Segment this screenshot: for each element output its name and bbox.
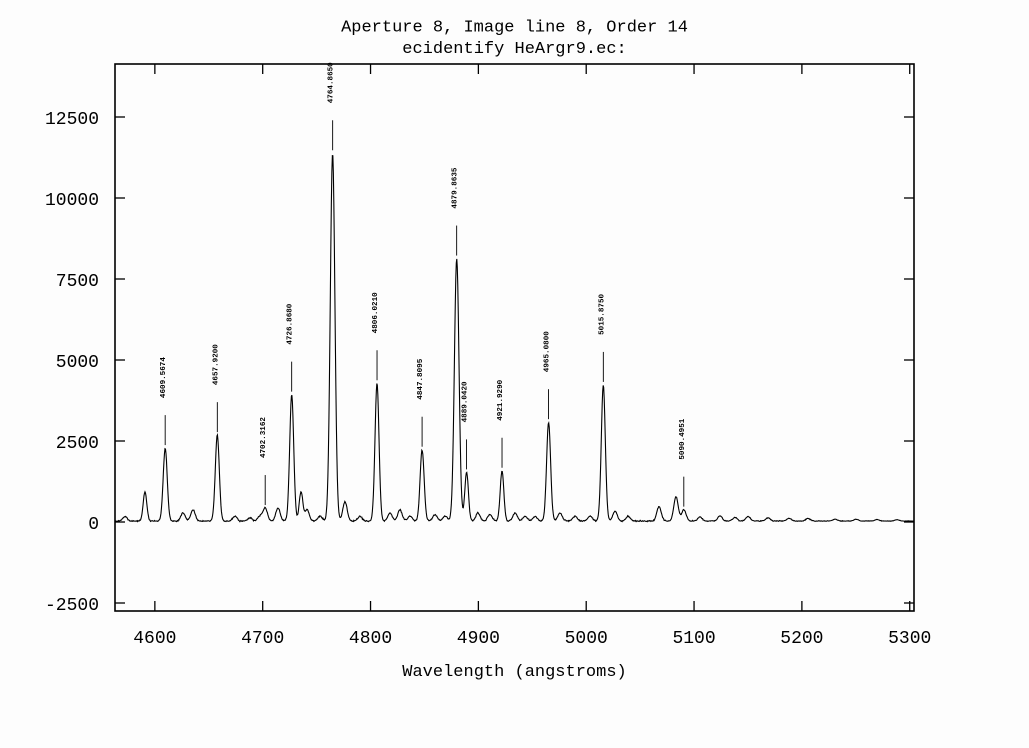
svg-text:5100: 5100 <box>672 629 715 649</box>
svg-text:2500: 2500 <box>56 434 99 454</box>
svg-text:12500: 12500 <box>45 110 99 130</box>
svg-text:4702.3162: 4702.3162 <box>260 417 268 458</box>
svg-text:4921.9290: 4921.9290 <box>497 379 505 420</box>
svg-text:4726.8680: 4726.8680 <box>287 303 295 344</box>
svg-text:4764.8650: 4764.8650 <box>328 62 336 103</box>
svg-text:ecidentify HeArgr9.ec:: ecidentify HeArgr9.ec: <box>402 40 626 59</box>
svg-text:4879.8635: 4879.8635 <box>452 167 460 208</box>
svg-text:10000: 10000 <box>45 191 99 211</box>
svg-text:5090.4951: 5090.4951 <box>679 418 687 459</box>
svg-text:5000: 5000 <box>565 629 608 649</box>
svg-text:4600: 4600 <box>133 629 176 649</box>
svg-text:4609.5674: 4609.5674 <box>160 357 168 398</box>
svg-text:4806.0210: 4806.0210 <box>372 292 380 333</box>
svg-text:Aperture 8, Image line 8, Orde: Aperture 8, Image line 8, Order 14 <box>341 19 688 38</box>
svg-text:4847.8095: 4847.8095 <box>417 358 425 399</box>
svg-text:4657.9200: 4657.9200 <box>212 344 220 385</box>
svg-text:0: 0 <box>88 515 99 535</box>
svg-text:Wavelength (angstroms): Wavelength (angstroms) <box>402 663 626 682</box>
svg-text:4800: 4800 <box>349 629 392 649</box>
svg-text:5015.8750: 5015.8750 <box>598 293 606 334</box>
svg-text:7500: 7500 <box>56 272 99 292</box>
svg-text:5200: 5200 <box>780 629 823 649</box>
svg-text:4889.0420: 4889.0420 <box>462 381 470 422</box>
svg-text:4965.0800: 4965.0800 <box>544 331 552 372</box>
svg-text:4900: 4900 <box>457 629 500 649</box>
svg-text:-2500: -2500 <box>45 596 99 616</box>
svg-text:5300: 5300 <box>888 629 931 649</box>
svg-text:5000: 5000 <box>56 353 99 373</box>
svg-text:4700: 4700 <box>241 629 284 649</box>
